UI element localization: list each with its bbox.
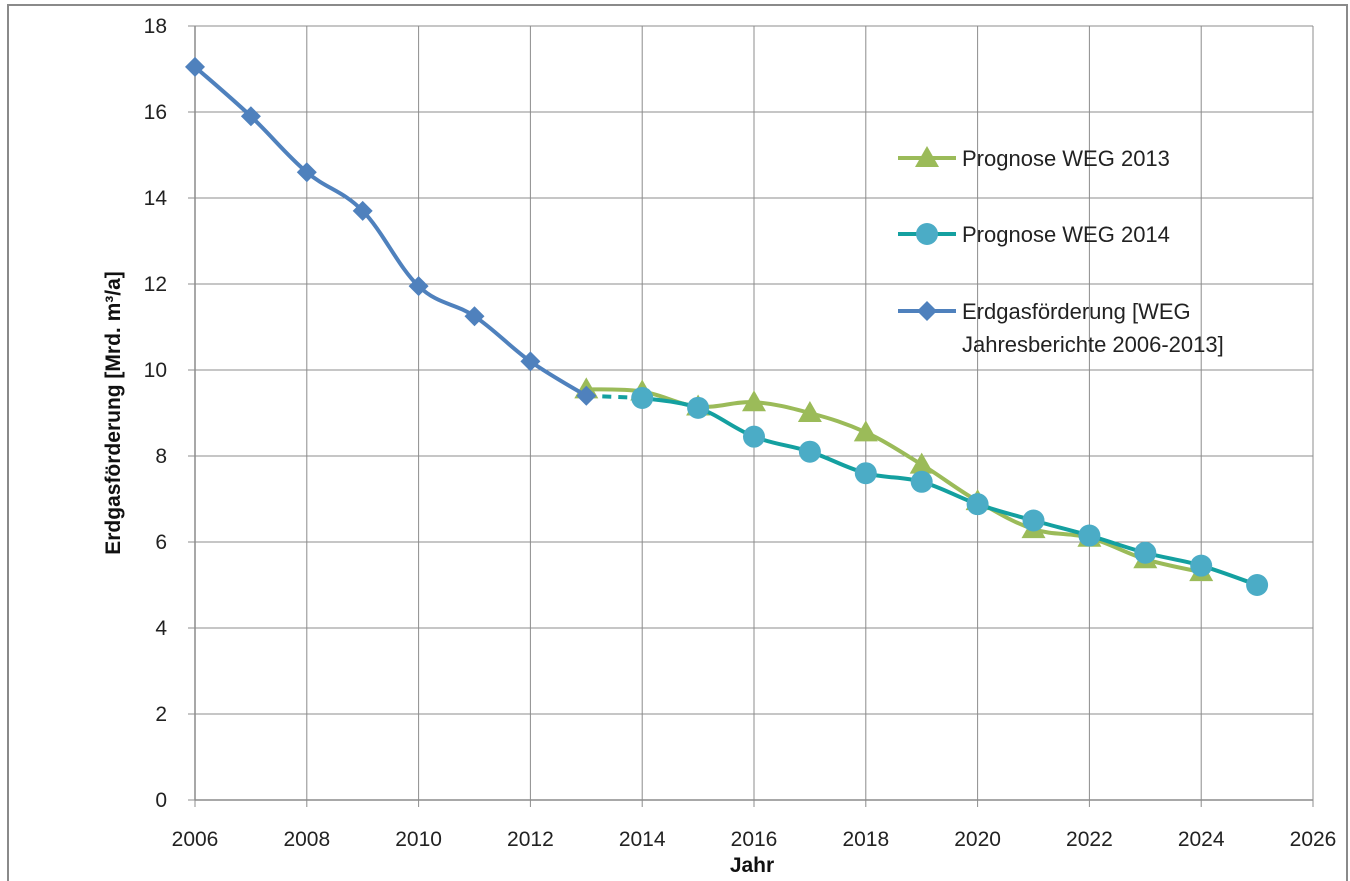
diamond-marker xyxy=(408,276,429,297)
x-tick-label: 2012 xyxy=(507,828,554,851)
y-tick-label: 14 xyxy=(144,187,168,210)
series-line xyxy=(193,64,589,398)
circle-marker xyxy=(1190,554,1213,577)
legend-circle-marker xyxy=(916,223,938,245)
triangle-marker xyxy=(742,390,766,412)
legend-label: Jahresberichte 2006-2013] xyxy=(962,332,1224,357)
y-tick-label: 12 xyxy=(144,273,167,296)
legend-diamond-marker xyxy=(917,301,937,321)
x-tick-label: 2020 xyxy=(954,828,1001,851)
x-tick-label: 2018 xyxy=(842,828,889,851)
x-tick-label: 2008 xyxy=(283,828,330,851)
triangle-marker xyxy=(797,401,822,422)
y-tick-label: 8 xyxy=(155,445,167,468)
chart-frame xyxy=(7,4,1348,881)
legend-label: Prognose WEG 2013 xyxy=(962,146,1170,171)
circle-marker xyxy=(1246,574,1269,596)
legend-triangle-marker xyxy=(915,146,939,167)
y-tick-label: 2 xyxy=(155,703,167,726)
diamond-marker xyxy=(352,200,373,221)
circle-marker xyxy=(910,470,933,493)
y-tick-label: 10 xyxy=(144,359,167,382)
legend-entry: Prognose WEG 2013 xyxy=(898,146,1170,171)
circle-marker xyxy=(1134,541,1157,564)
legend-label: Erdgasförderung [WEG xyxy=(962,299,1191,324)
legend: Prognose WEG 2013 Prognose WEG 2014 Erdgas… xyxy=(898,146,1224,357)
x-tick-label: 2014 xyxy=(619,828,666,851)
triangle-marker xyxy=(853,420,878,442)
legend-entry: Erdgasförderung [WEG Jahresberichte 2006-… xyxy=(898,299,1224,357)
diamond-marker xyxy=(520,351,541,372)
y-tick-label: 0 xyxy=(155,789,167,812)
x-tick-label: 2010 xyxy=(395,828,442,851)
y-tick-label: 4 xyxy=(155,617,167,640)
diamond-marker xyxy=(576,385,597,406)
series xyxy=(185,56,1269,596)
triangle-marker xyxy=(909,452,934,474)
y-tick-label: 16 xyxy=(144,101,167,124)
legend-entry: Prognose WEG 2014 xyxy=(898,222,1170,247)
x-axis-title: Jahr xyxy=(730,854,774,877)
y-tick-label: 6 xyxy=(155,531,167,554)
circle-marker xyxy=(743,425,765,448)
circle-marker xyxy=(798,440,821,463)
series-line xyxy=(640,395,1260,587)
circle-marker xyxy=(1078,524,1101,547)
legend-label: Prognose WEG 2014 xyxy=(962,222,1170,247)
x-tick-label: 2026 xyxy=(1290,828,1337,851)
y-axis-title: Erdgasförderung [Mrd. m³/a] xyxy=(102,271,125,555)
x-tick-label: 2022 xyxy=(1066,828,1113,851)
circle-marker xyxy=(631,386,654,409)
grid xyxy=(194,25,1314,801)
circle-marker xyxy=(854,462,877,485)
diamond-marker xyxy=(185,56,205,77)
x-tick-label: 2024 xyxy=(1178,828,1225,851)
series-3 xyxy=(185,56,597,406)
circle-marker xyxy=(687,396,710,419)
diamond-marker xyxy=(240,106,261,127)
axes: 2006 2008 2010 2012 2014 2016 2018 2020 2022 2024… xyxy=(144,15,1337,851)
series-line xyxy=(584,387,1204,575)
circle-marker xyxy=(966,493,989,516)
y-tick-label: 18 xyxy=(144,15,167,38)
x-tick-label: 2016 xyxy=(731,828,778,851)
diamond-marker xyxy=(464,306,485,327)
series-2 xyxy=(631,386,1269,596)
x-tick-label: 2006 xyxy=(172,828,219,851)
diamond-marker xyxy=(296,162,317,183)
circle-marker xyxy=(1022,509,1045,532)
